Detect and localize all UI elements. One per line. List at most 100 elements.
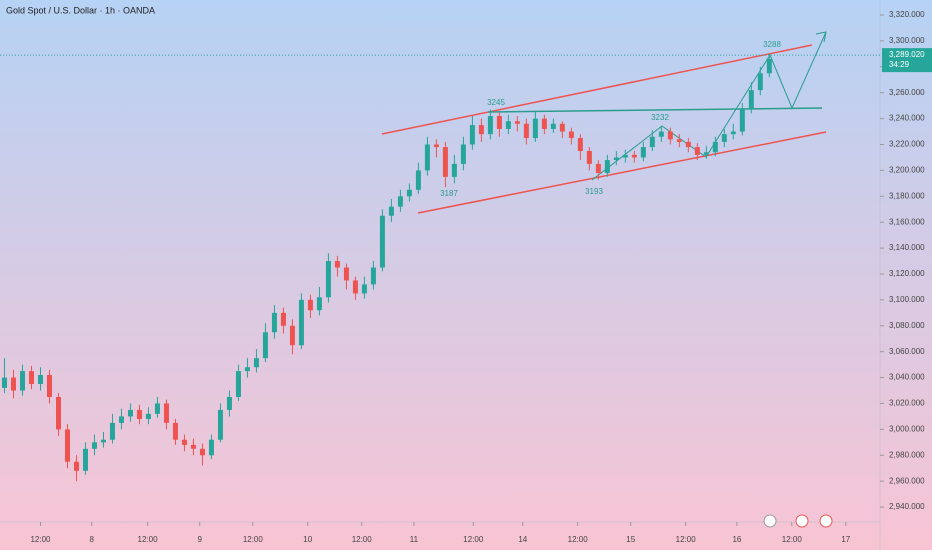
candle-body	[703, 152, 709, 155]
candle-body	[46, 374, 52, 397]
candle-body	[379, 215, 385, 268]
candle-body	[523, 123, 529, 139]
annotation: 3193	[585, 187, 603, 196]
candle-body	[550, 123, 556, 129]
y-tick-label: 2,960.000	[889, 476, 925, 485]
last-price-label: 3,289.020	[889, 50, 925, 59]
candle-body	[685, 141, 691, 148]
x-tick-label: 15	[626, 535, 635, 544]
candle-body	[154, 403, 160, 414]
x-tick-label: 12:00	[568, 535, 589, 544]
candle-body	[370, 267, 376, 285]
candle-body	[712, 141, 718, 153]
candle-body	[217, 409, 223, 440]
y-tick-label: 3,100.000	[889, 295, 925, 304]
candle-body	[163, 403, 169, 423]
annotation: 3245	[487, 98, 505, 107]
last-price-box	[882, 48, 932, 73]
candle-body	[82, 448, 88, 471]
y-tick-label: 3,240.000	[889, 114, 925, 123]
x-tick-label: 8	[90, 535, 95, 544]
arrow-head	[815, 31, 827, 43]
candle-body	[388, 206, 394, 216]
y-tick-label: 3,200.000	[889, 166, 925, 175]
x-tick-label: 12:00	[138, 535, 159, 544]
y-tick-label: 3,160.000	[889, 217, 925, 226]
candle-body	[595, 163, 601, 173]
candle-body	[748, 90, 754, 109]
candle-body	[280, 312, 286, 326]
candle-body	[145, 413, 151, 420]
y-tick-label: 3,220.000	[889, 140, 925, 149]
candle-body	[640, 147, 646, 158]
candle-body	[181, 439, 187, 445]
y-tick-label: 3,000.000	[889, 424, 925, 433]
candle-body	[469, 125, 475, 145]
icon[interactable]	[795, 514, 809, 528]
drawings	[381, 31, 827, 214]
candle-body	[505, 121, 511, 129]
candle-body	[559, 123, 565, 132]
x-tick-label: 12:00	[782, 535, 803, 544]
y-tick-label: 3,020.000	[889, 399, 925, 408]
y-tick-label: 3,260.000	[889, 88, 925, 97]
candle-body	[10, 377, 16, 391]
y-tick-label: 3,320.000	[889, 10, 925, 19]
channel-line	[381, 44, 813, 135]
candle-body	[298, 299, 304, 346]
candle-body	[100, 439, 106, 443]
candle-body	[487, 116, 493, 135]
x-tick-label: 11	[410, 535, 419, 544]
candle-body	[1, 377, 7, 388]
candle-body	[442, 147, 448, 177]
candle-body	[478, 125, 484, 135]
candle-body	[604, 160, 610, 173]
candle-body	[28, 371, 34, 385]
candle-body	[55, 396, 61, 430]
candle-body	[343, 267, 349, 281]
y-tick-label: 3,080.000	[889, 321, 925, 330]
candle-body	[586, 150, 592, 164]
candle-body	[451, 163, 457, 177]
candle-body	[64, 429, 70, 462]
candle-body	[406, 189, 412, 197]
candle-body	[577, 138, 583, 151]
candle-body	[496, 116, 502, 129]
projection-path	[591, 31, 827, 181]
candle-body	[631, 154, 637, 158]
candle-body	[19, 371, 25, 391]
y-tick-label: 3,040.000	[889, 373, 925, 382]
x-tick-label: 12:00	[352, 535, 373, 544]
candle-body	[172, 422, 178, 440]
candle-body	[307, 299, 313, 311]
candle-body	[361, 284, 367, 294]
candle-body	[757, 73, 763, 91]
candle-body	[649, 136, 655, 148]
candle-body	[730, 131, 736, 135]
y-tick-label: 2,940.000	[889, 502, 925, 511]
x-tick-label: 17	[841, 535, 850, 544]
y-tick-label: 3,140.000	[889, 243, 925, 252]
candle-body	[415, 170, 421, 190]
icon[interactable]	[819, 514, 833, 528]
candle-body	[424, 144, 430, 171]
candle-body	[316, 297, 322, 311]
candle-body	[397, 196, 403, 207]
x-tick-label: 9	[198, 535, 203, 544]
candle-body	[532, 118, 538, 139]
candle-body	[136, 409, 142, 420]
candle-body	[514, 121, 520, 124]
candle-body	[73, 461, 79, 471]
candle-body	[658, 131, 664, 137]
candle-body	[622, 154, 628, 158]
candle-body	[190, 444, 196, 449]
x-tick-label: 12:00	[676, 535, 697, 544]
candle-body	[676, 139, 682, 142]
x-tick-label: 12:00	[243, 535, 264, 544]
annotation: 3288	[763, 40, 781, 49]
candle-body	[271, 312, 277, 333]
candle-body	[766, 59, 772, 74]
icon[interactable]	[763, 514, 777, 528]
